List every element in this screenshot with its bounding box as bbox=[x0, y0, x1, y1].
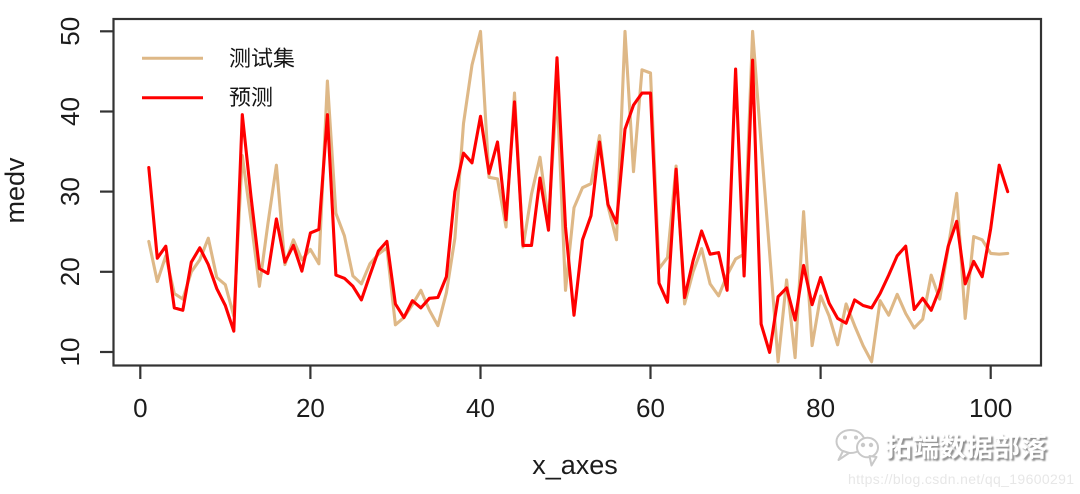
svg-text:40: 40 bbox=[55, 97, 85, 126]
svg-text:30: 30 bbox=[55, 177, 85, 206]
svg-text:40: 40 bbox=[466, 393, 495, 423]
svg-text:20: 20 bbox=[55, 257, 85, 286]
svg-text:10: 10 bbox=[55, 338, 85, 367]
svg-text:medv: medv bbox=[0, 157, 30, 224]
svg-text:80: 80 bbox=[806, 393, 835, 423]
svg-text:20: 20 bbox=[296, 393, 325, 423]
svg-text:60: 60 bbox=[636, 393, 665, 423]
svg-text:100: 100 bbox=[969, 393, 1012, 423]
svg-text:50: 50 bbox=[55, 17, 85, 46]
svg-text:0: 0 bbox=[133, 393, 147, 423]
svg-text:x_axes: x_axes bbox=[532, 450, 618, 480]
